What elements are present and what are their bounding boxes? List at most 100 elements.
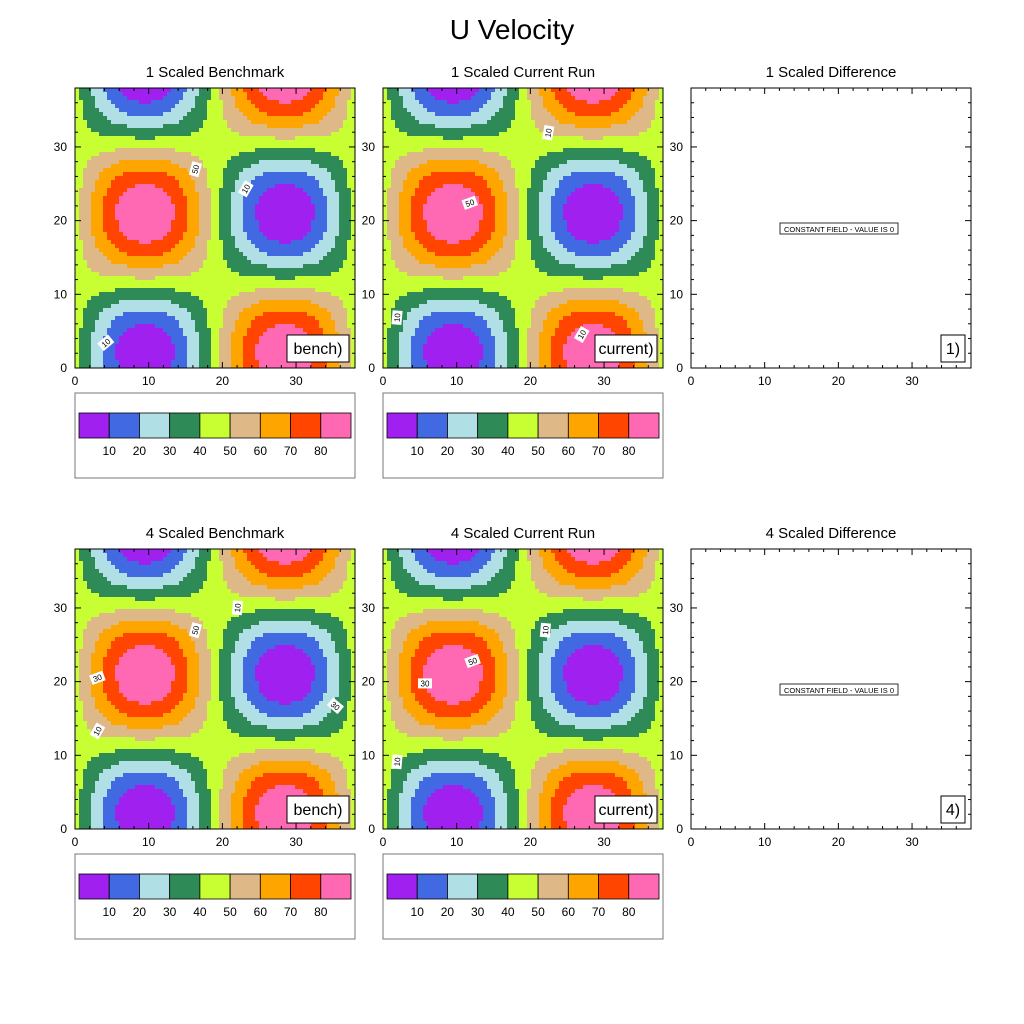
contour-cell (83, 88, 88, 93)
contour-cell (103, 260, 108, 265)
contour-cell (231, 188, 236, 193)
contour-cell (159, 324, 164, 329)
contour-cell (187, 244, 192, 249)
contour-cell (163, 152, 168, 157)
contour-cell (195, 316, 200, 321)
contour-cell (207, 364, 212, 368)
contour-cell (247, 116, 252, 121)
contour-cell (255, 200, 260, 205)
contour-cell (83, 292, 88, 297)
contour-cell (199, 124, 204, 129)
contour-cell (291, 108, 296, 113)
contour-cell (135, 292, 140, 297)
contour-cell (171, 192, 176, 197)
contour-cell (251, 264, 256, 269)
contour-cell (235, 184, 240, 189)
contour-cell (319, 244, 324, 249)
contour-cell (183, 340, 188, 345)
contour-cell (239, 172, 244, 177)
contour-cell (179, 88, 184, 93)
contour-cell (111, 184, 116, 189)
contour-cell (239, 236, 244, 241)
contour-cell (323, 276, 328, 281)
contour-cell (175, 192, 180, 197)
contour-cell (143, 100, 148, 105)
contour-cell (135, 192, 140, 197)
contour-cell (75, 352, 80, 357)
contour-cell (291, 136, 296, 141)
contour-cell (227, 268, 232, 273)
contour-cell (111, 224, 116, 229)
contour-cell (339, 216, 344, 221)
contour-cell (99, 264, 104, 269)
contour-cell (339, 172, 344, 177)
contour-cell (83, 224, 88, 229)
contour-cell (243, 96, 248, 101)
contour-cell (299, 136, 304, 141)
contour-cell (319, 116, 324, 121)
contour-cell (131, 160, 136, 165)
contour-cell (99, 268, 104, 273)
contour-cell (171, 224, 176, 229)
contour-cell (255, 220, 260, 225)
contour-cell (91, 288, 96, 293)
contour-cell (111, 88, 116, 93)
contour-cell (295, 172, 300, 177)
contour-cell (87, 100, 92, 105)
contour-cell (199, 236, 204, 241)
contour-cell (115, 184, 120, 189)
contour-cell (315, 328, 320, 333)
contour-cell (351, 328, 355, 333)
contour-cell (195, 324, 200, 329)
contour-cell (83, 332, 88, 337)
contour-cell (207, 360, 212, 365)
contour-cell (271, 124, 276, 129)
contour-cell (347, 212, 352, 217)
contour-cell (191, 292, 196, 297)
contour-cell (139, 356, 144, 361)
contour-cell (183, 112, 188, 117)
contour-cell (163, 136, 168, 141)
contour-cell (335, 316, 340, 321)
contour-cell (75, 96, 80, 101)
contour-cell (303, 276, 308, 281)
contour-cell (151, 300, 156, 305)
contour-cell (247, 124, 252, 129)
contour-cell (327, 176, 332, 181)
contour-cell (75, 152, 80, 157)
contour-cell (103, 164, 108, 169)
contour-cell (323, 124, 328, 129)
contour-cell (183, 360, 188, 365)
contour-cell (311, 236, 316, 241)
contour-cell (327, 144, 332, 149)
contour-cell (279, 328, 284, 333)
contour-cell (147, 120, 152, 125)
contour-cell (315, 264, 320, 269)
contour-cell (331, 312, 336, 317)
contour-cell (75, 252, 80, 257)
contour-cell (335, 136, 340, 141)
contour-cell (231, 200, 236, 205)
contour-cell (319, 296, 324, 301)
contour-cell (91, 344, 96, 349)
contour-cell (311, 96, 316, 101)
contour-cell (199, 356, 204, 361)
contour-cell (179, 328, 184, 333)
contour-cell (95, 256, 100, 261)
contour-cell (191, 248, 196, 253)
contour-cell (103, 88, 108, 93)
contour-cell (155, 280, 160, 285)
contour-cell (195, 268, 200, 273)
contour-cell (307, 128, 312, 133)
contour-cell (123, 100, 128, 105)
contour-cell (103, 356, 108, 361)
contour-cell (163, 244, 168, 249)
contour-cell (223, 136, 228, 141)
contour-cell (175, 328, 180, 333)
contour-cell (287, 260, 292, 265)
contour-cell (351, 320, 355, 325)
contour-cell (115, 328, 120, 333)
contour-cell (319, 268, 324, 273)
contour-cell (171, 324, 176, 329)
contour-cell (211, 96, 216, 101)
